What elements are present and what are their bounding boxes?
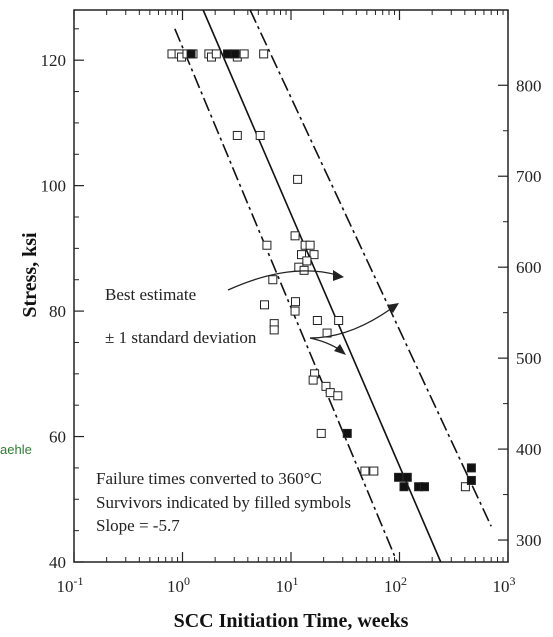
survivor-point	[466, 463, 476, 473]
annotation-note-1: Failure times converted to 360°C	[96, 469, 322, 488]
y-tick-label: 100	[41, 177, 67, 196]
failure-point	[239, 49, 249, 59]
fit-line-minus-1sd	[174, 28, 398, 563]
y-right-tick-label: 400	[516, 440, 542, 459]
x-ticks: 10-1 100 101 102 103	[57, 10, 516, 596]
y-ticks-right: 300 400 500 600 700 800	[498, 76, 542, 550]
failure-point	[290, 297, 300, 307]
best-estimate-arrow	[227, 270, 338, 291]
y-axis-title: Stress, ksi	[19, 232, 41, 318]
failure-point	[269, 325, 279, 335]
y-right-tick-label: 700	[516, 167, 542, 186]
y-tick-label: 80	[49, 302, 66, 321]
survivor-point	[466, 475, 476, 485]
data-points	[167, 49, 476, 492]
y-ticks-left: 40 60 80 100 120	[41, 28, 84, 572]
failure-point	[302, 256, 312, 266]
failure-point	[255, 130, 265, 140]
failure-point	[232, 130, 242, 140]
y-right-tick-label: 800	[516, 76, 542, 95]
x-tick-label: 103	[493, 574, 516, 596]
y-right-tick-label: 500	[516, 349, 542, 368]
failure-point	[297, 250, 307, 260]
side-note: aehle	[0, 442, 32, 457]
y-tick-label: 60	[49, 428, 66, 447]
annotation-note-3: Slope = -5.7	[96, 516, 180, 535]
annotation-note-2: Survivors indicated by filled symbols	[96, 493, 351, 512]
failure-point	[333, 391, 343, 401]
failure-point	[309, 250, 319, 260]
failure-point	[308, 375, 318, 385]
fit-line-plus-1sd	[249, 9, 492, 527]
survivor-point	[186, 49, 196, 59]
failure-point	[334, 316, 344, 325]
failure-point	[268, 275, 278, 285]
std-dev-arrowhead-up	[387, 303, 399, 313]
survivor-point	[420, 482, 430, 492]
failure-point	[293, 174, 303, 184]
y-right-tick-label: 300	[516, 531, 542, 550]
y-tick-label: 40	[49, 553, 66, 572]
failure-point	[316, 428, 326, 438]
survivor-point	[342, 428, 352, 438]
survivor-point	[399, 482, 409, 492]
x-tick-label: 102	[384, 574, 407, 596]
failure-point	[312, 316, 322, 325]
std-dev-arrow-up	[309, 307, 393, 339]
x-tick-label: 101	[276, 574, 299, 596]
failure-point	[460, 482, 470, 492]
failure-point	[290, 231, 300, 241]
x-axis-title: SCC Initiation Time, weeks	[174, 610, 409, 632]
fit-lines	[174, 9, 492, 563]
y-right-tick-label: 600	[516, 258, 542, 277]
annotation-best-estimate: Best estimate	[105, 285, 196, 304]
best-estimate-arrowhead	[333, 270, 344, 281]
fit-line-best-estimate	[202, 9, 442, 563]
std-dev-arrow-down	[309, 337, 341, 351]
x-tick-label: 100	[167, 574, 190, 596]
failure-point	[369, 466, 379, 476]
survivor-point	[394, 472, 404, 482]
survivor-point	[223, 49, 233, 59]
failure-point	[290, 306, 300, 316]
failure-point	[211, 49, 221, 59]
failure-point	[360, 466, 370, 476]
failure-point	[262, 240, 272, 250]
survivor-point	[402, 472, 412, 482]
y-tick-label: 120	[41, 51, 67, 70]
std-dev-arrowhead-down	[334, 344, 346, 355]
failure-point	[259, 49, 269, 59]
failure-point	[325, 388, 335, 398]
annotation-std-dev: ± 1 standard deviation	[105, 328, 257, 347]
failure-point	[260, 300, 270, 310]
survivor-point	[230, 49, 240, 59]
annotation-arrows	[227, 270, 399, 355]
failure-point	[305, 240, 315, 250]
x-tick-label: 10-1	[57, 574, 84, 596]
